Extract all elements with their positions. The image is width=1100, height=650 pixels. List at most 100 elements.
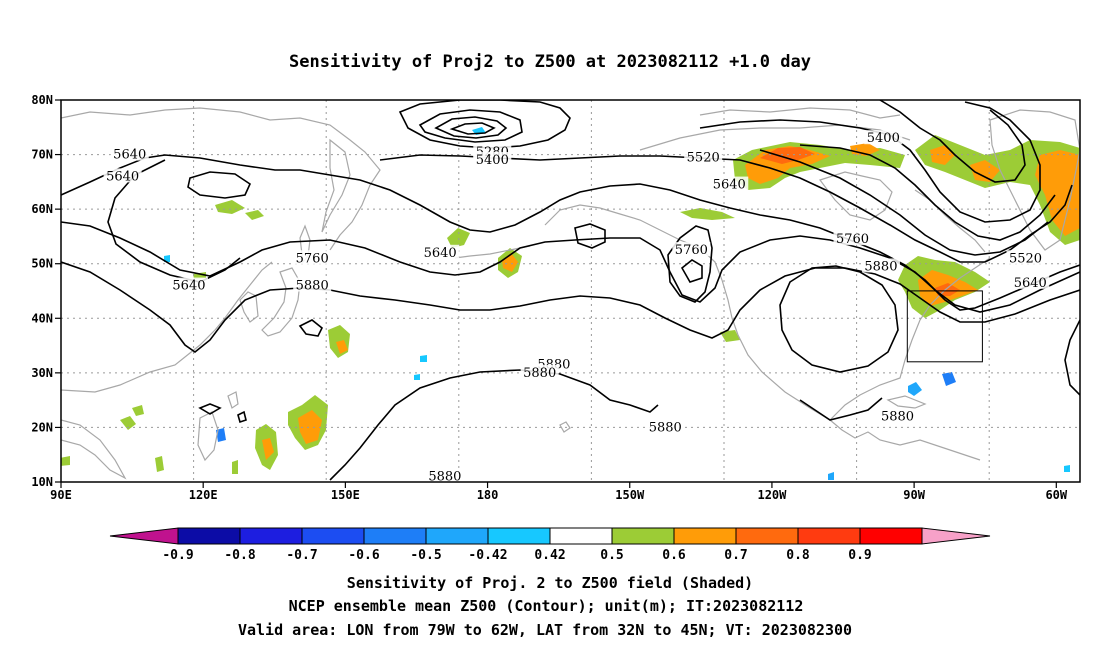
coast-indochina — [61, 419, 127, 480]
contour-nested-1 — [799, 144, 1056, 241]
contour-label: 5880 — [296, 279, 329, 294]
caption-line-3: Valid area: LON from 79W to 62W, LAT fro… — [238, 621, 852, 639]
colorbar-label: -0.5 — [410, 548, 441, 563]
contour-low-west — [187, 171, 252, 199]
colorbar-label: -0.42 — [468, 548, 507, 563]
colorbar-right-arrow — [921, 527, 991, 545]
shade-negative-pac — [420, 355, 427, 362]
contour-label-bg — [293, 277, 332, 292]
x-tick-label: 150W — [615, 488, 645, 502]
contour-5760-a — [61, 221, 1080, 313]
x-tick-label: 180 — [477, 488, 499, 502]
shade-positive-okhotsk — [215, 200, 245, 214]
contour-label: 5880 — [881, 410, 914, 425]
contour-5640-loop-west — [107, 159, 241, 283]
shade-orange-taiwan — [262, 438, 274, 460]
contour-label: 5400 — [867, 131, 900, 146]
contour-label-bg — [710, 176, 749, 191]
z500-contours — [61, 100, 1080, 481]
x-tick-label: 90W — [903, 488, 925, 502]
coastlines — [61, 107, 1080, 480]
coast-kamchatka — [321, 138, 351, 233]
contour-label: 5640 — [106, 169, 139, 184]
colorbar-segment — [487, 527, 551, 545]
shade-negative-scs — [216, 428, 226, 442]
contour-5400-arctic — [398, 100, 571, 149]
contour-arctic-inner-1 — [434, 116, 508, 139]
coast-aleutians — [454, 245, 531, 259]
y-tick-label: 80N — [31, 93, 53, 107]
shade-negative-east — [1064, 465, 1070, 472]
contour-label: 5880 — [523, 366, 556, 381]
colorbar-left-arrow — [109, 527, 179, 545]
contour-label: 5760 — [675, 243, 708, 258]
coast-greenland — [989, 109, 1080, 251]
shade-red-canada — [760, 147, 815, 164]
contour-label-bg — [293, 250, 332, 265]
colorbar-segment — [425, 527, 489, 545]
shade-red-eastcoast — [935, 283, 960, 296]
contour-label-bg — [878, 408, 917, 423]
contour-label: 5400 — [476, 153, 509, 168]
colorbar-label: 0.42 — [534, 548, 565, 563]
y-tick-label: 50N — [31, 257, 53, 271]
coast-canada-north — [639, 124, 911, 151]
shade-orange-labrador-3 — [970, 160, 1000, 182]
shade-negative-atlantic-1 — [908, 382, 922, 396]
coast-arctic-islands — [699, 107, 901, 119]
contour-5880-loop-east — [779, 265, 899, 373]
y-tick-label: 60N — [31, 202, 53, 216]
shade-negative-mexico — [828, 472, 834, 480]
colorbar-label: -0.7 — [286, 548, 317, 563]
colorbar-label: 0.9 — [848, 548, 871, 563]
contour-label: 5880 — [649, 420, 682, 435]
contour-label: 5880 — [864, 259, 897, 274]
shade-orange-philippine-sea — [298, 410, 322, 444]
colorbar-segment — [735, 527, 799, 545]
map-area: 5640564056405760588056405280540055205640… — [61, 100, 1080, 485]
x-tick-label: 120E — [189, 488, 218, 502]
x-tick-label: 120W — [757, 488, 787, 502]
contour-label: 5520 — [1009, 251, 1042, 266]
contour-label-bg — [684, 149, 723, 164]
y-tick-label: 30N — [31, 366, 53, 380]
contour-5880-south — [329, 369, 659, 481]
shade-positive-alaska — [680, 208, 735, 220]
contour-label-bg — [169, 277, 208, 292]
contour-japan-small — [298, 319, 324, 337]
contour-5280-arctic — [418, 109, 523, 143]
axis-ticks: 90E 120E 150E 180 150W 120W 90W 60W 80N 70N 60N 50N… — [31, 93, 1068, 502]
sensitivity-shading — [61, 127, 1080, 480]
contour-label-bg — [833, 231, 872, 246]
map-border — [60, 99, 1081, 483]
colorbar-label: 0.5 — [600, 548, 623, 563]
x-tick-label: 90E — [50, 488, 72, 502]
y-tick-label: 40N — [31, 311, 53, 325]
contour-label: 5640 — [424, 246, 457, 261]
contour-nested-2 — [759, 149, 1049, 256]
contour-alaska-loop — [667, 225, 713, 303]
contour-label-bg — [861, 258, 900, 273]
coast-hawaii — [559, 421, 571, 433]
shade-negative-npac — [164, 255, 170, 262]
contour-label: 5640 — [113, 148, 146, 163]
colorbar-segment — [239, 527, 303, 545]
colorbar-label: -0.8 — [224, 548, 255, 563]
contour-low-alaska — [680, 259, 703, 283]
contour-label-bg — [103, 168, 142, 183]
colorbar-segment — [549, 527, 613, 545]
contour-5400-c — [879, 100, 1026, 183]
contour-label: 5880 — [428, 470, 461, 485]
shade-positive-baja — [720, 330, 740, 342]
contour-small-2 — [237, 410, 247, 424]
colorbar-segment — [797, 527, 861, 545]
contour-5880-mexico — [799, 397, 883, 421]
contour-label-bg — [425, 468, 464, 482]
contour-label-bg — [473, 152, 512, 167]
contour-label: 5520 — [687, 150, 720, 165]
shade-positive-scs-2 — [132, 405, 144, 416]
colorbar-segment — [611, 527, 675, 545]
contour-label-bg — [864, 130, 903, 145]
contour-label-bg — [1006, 250, 1045, 265]
